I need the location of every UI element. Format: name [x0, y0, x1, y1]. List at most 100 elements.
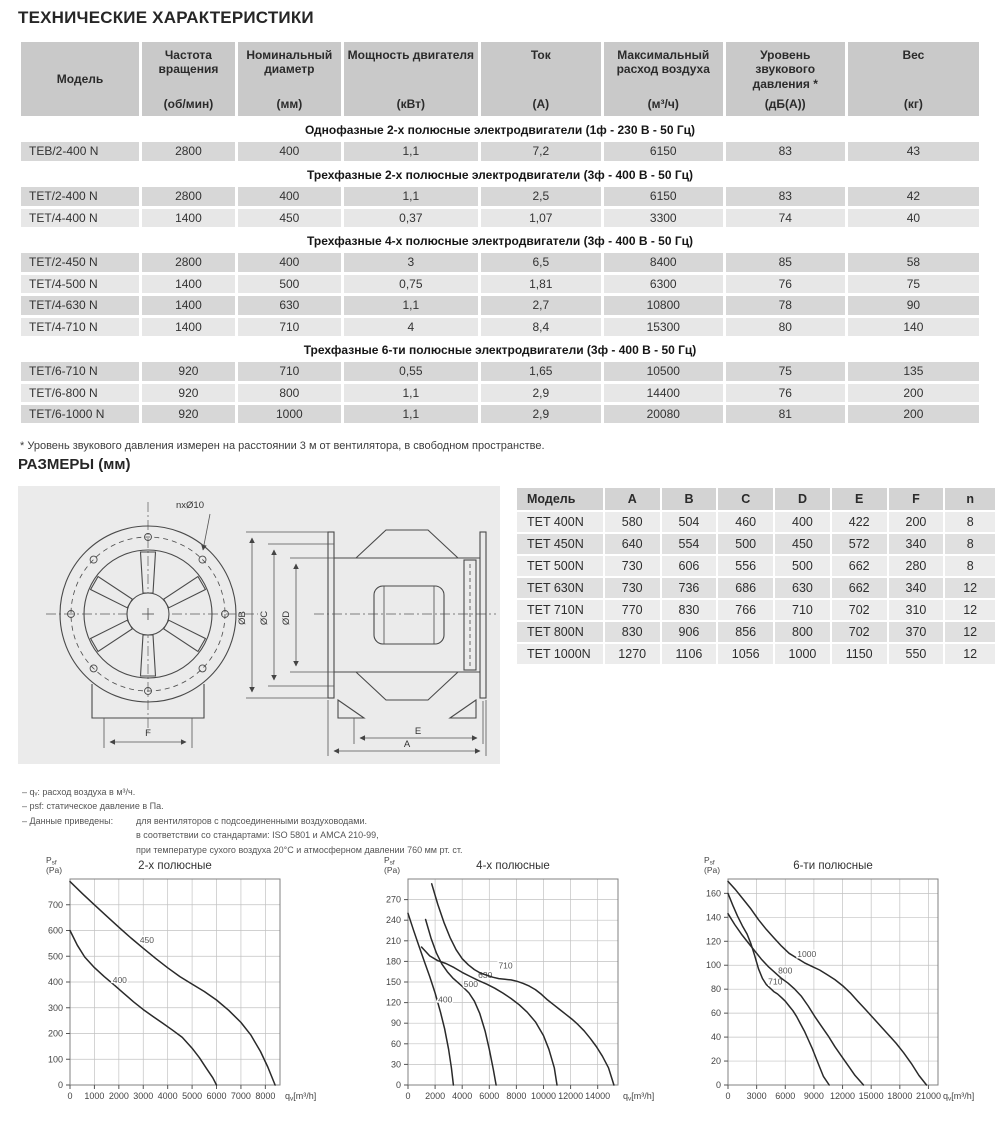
- spec-value-cell: 6300: [603, 274, 723, 294]
- motor: [373, 585, 445, 645]
- note-data-item: в соответствии со стандартами: ISO 5801 …: [136, 830, 379, 841]
- dims-value-cell: 710: [775, 600, 830, 620]
- spec-value-cell: 81: [725, 405, 845, 424]
- spec-value-cell: 75: [847, 274, 979, 294]
- spec-value-cell: 90: [847, 296, 979, 315]
- spec-value-cell: 10800: [603, 296, 723, 315]
- spec-col-unit: (м³/ч): [647, 96, 679, 111]
- dims-value-cell: 630: [775, 578, 830, 598]
- dims-value-cell: 340: [888, 534, 944, 554]
- curve-label-400: 400: [438, 995, 452, 1005]
- chart-title: 2-х полюсные: [138, 860, 212, 872]
- spec-section-row: Трехфазные 6-ти полюсные электродвигател…: [21, 338, 979, 360]
- spec-col-header: Частота вращения (об/мин): [142, 42, 235, 116]
- dimensional-drawing-panel: nxØ10 F ØB ØC ØD E A: [18, 486, 500, 764]
- spec-value-cell: 15300: [603, 317, 723, 336]
- spec-col-header: Номинальный диаметр (мм): [237, 42, 341, 116]
- dims-value-cell: 8: [945, 556, 995, 576]
- dims-value-cell: 906: [661, 622, 717, 642]
- dims-value-cell: 500: [718, 534, 774, 554]
- y-tick-label: 0: [716, 1080, 721, 1090]
- y-axis-unit: (Pa): [46, 865, 62, 875]
- dims-value-cell: 554: [661, 534, 717, 554]
- spec-value-cell: 6,5: [480, 253, 601, 272]
- holes-label: nxØ10: [176, 500, 204, 511]
- dims-value-cell: 310: [888, 600, 944, 620]
- dims-value-cell: 702: [831, 622, 887, 642]
- spec-value-cell: 2800: [142, 142, 235, 161]
- y-tick-label: 700: [48, 900, 63, 910]
- spec-col-name: Максимальный расход воздуха: [616, 48, 710, 77]
- spec-value-cell: 1,07: [480, 208, 601, 227]
- x-tick-label: 3000: [747, 1091, 767, 1101]
- curve-label-400: 400: [113, 975, 127, 985]
- dims-model-cell: TET 500N: [517, 556, 603, 576]
- dims-value-cell: 450: [775, 534, 830, 554]
- spec-col-header: Максимальный расход воздуха (м³/ч): [603, 42, 723, 116]
- dims-value-cell: 422: [831, 512, 887, 532]
- chart-6-pole: 0 3000 6000 9000 12000 15000 18000 21000 0 20 40 60…: [704, 855, 974, 1103]
- spec-value-cell: 76: [725, 274, 845, 294]
- spec-section-row: Трехфазные 4-х полюсные электродвигатели…: [21, 229, 979, 251]
- curve-710: [430, 883, 615, 1086]
- dims-value-cell: 340: [888, 578, 944, 598]
- y-tick-label: 60: [391, 1039, 401, 1049]
- dims-value-cell: 12: [945, 578, 995, 598]
- dims-value-cell: 662: [831, 556, 887, 576]
- y-axis-unit: (Pa): [384, 865, 400, 875]
- x-tick-label: 7000: [231, 1091, 251, 1101]
- spec-value-cell: 75: [725, 362, 845, 381]
- spec-value-cell: 200: [847, 405, 979, 424]
- y-tick-label: 140: [706, 912, 721, 922]
- y-tick-label: 300: [48, 1003, 63, 1013]
- dims-value-cell: 730: [604, 578, 660, 598]
- spec-model-cell: TET/4-400 N: [21, 208, 140, 227]
- dims-col-header: Модель: [517, 488, 603, 510]
- drawing-labels: nxØ10 F ØB ØC ØD E A: [145, 500, 421, 750]
- chart-title: 6-ти полюсные: [793, 860, 873, 872]
- note-data-label: – Данные приведены:: [22, 815, 114, 826]
- dims-col-header: n: [945, 488, 995, 510]
- y-tick-label: 400: [48, 977, 63, 987]
- spec-model-cell: TET/6-1000 N: [21, 405, 140, 424]
- spec-section-title: Однофазные 2-х полюсные электродвигатели…: [21, 119, 979, 140]
- dims-model-cell: TET 1000N: [517, 644, 603, 664]
- spec-value-cell: 6150: [603, 142, 723, 161]
- spec-row: TET/6-800 N 920 800 1,1 2,9 14400 76 200: [21, 383, 979, 403]
- x-tick-label: 4000: [158, 1091, 178, 1101]
- spec-model-cell: TEB/2-400 N: [21, 142, 140, 161]
- dims-model-cell: TET 710N: [517, 600, 603, 620]
- y-tick-label: 80: [711, 984, 721, 994]
- spec-row: TEB/2-400 N 2800 400 1,1 7,2 6150 83 43: [21, 142, 979, 161]
- spec-value-cell: 14400: [603, 383, 723, 403]
- spec-value-cell: 78: [725, 296, 845, 315]
- dims-value-cell: 1150: [831, 644, 887, 664]
- y-tick-label: 20: [711, 1056, 721, 1066]
- x-tick-label: 0: [725, 1091, 730, 1101]
- dims-value-cell: 736: [661, 578, 717, 598]
- spec-value-cell: 500: [237, 274, 341, 294]
- spec-section-title: Трехфазные 4-х полюсные электродвигатели…: [21, 229, 979, 251]
- spec-value-cell: 0,37: [343, 208, 478, 227]
- y-tick-label: 30: [391, 1059, 401, 1069]
- dims-row: TET 710N 770 830 766 710 702 310 12: [517, 600, 995, 620]
- dims-value-cell: 1106: [661, 644, 717, 664]
- x-tick-label: 10000: [531, 1091, 556, 1101]
- y-tick-label: 0: [396, 1080, 401, 1090]
- spec-col-name: Модель: [56, 72, 104, 87]
- x-tick-label: 12000: [558, 1091, 583, 1101]
- page-title: ТЕХНИЧЕСКИЕ ХАРАКТЕРИСТИКИ: [18, 8, 314, 27]
- dims-value-cell: 280: [888, 556, 944, 576]
- spec-value-cell: 7,2: [480, 142, 601, 161]
- chart-grid: [70, 879, 280, 1085]
- spec-value-cell: 800: [237, 383, 341, 403]
- spec-value-cell: 40: [847, 208, 979, 227]
- spec-value-cell: 0,75: [343, 274, 478, 294]
- dia-d-label: ØD: [281, 611, 292, 625]
- x-tick-label: 8000: [506, 1091, 526, 1101]
- spec-col-unit: (дБ(А)): [764, 96, 806, 111]
- dims-value-cell: 12: [945, 622, 995, 642]
- spec-model-cell: TET/2-450 N: [21, 253, 140, 272]
- dims-value-cell: 556: [718, 556, 774, 576]
